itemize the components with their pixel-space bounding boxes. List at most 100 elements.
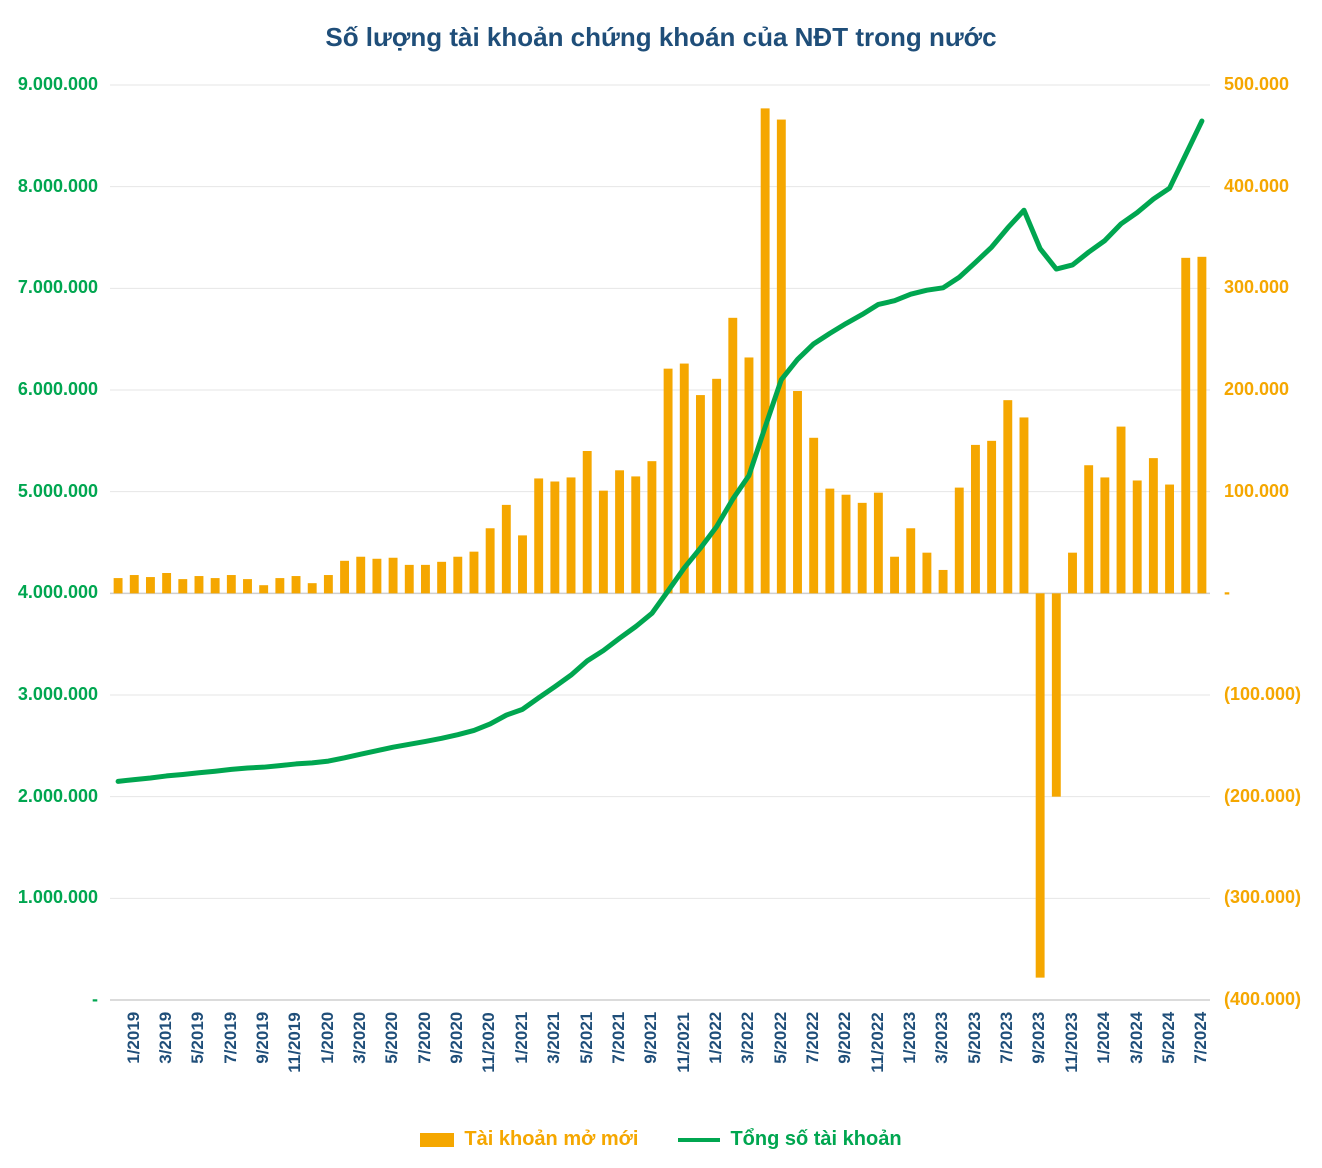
x-axis-tick-label: 5/2024 [1159,1012,1179,1075]
x-axis-tick-label: 1/2023 [900,1012,920,1075]
bar [631,476,640,593]
right-axis-tick-label: (200.000) [1224,786,1301,807]
bar [1197,257,1206,594]
bar [470,552,479,594]
left-axis-tick-label: - [92,989,98,1010]
bar [502,505,511,593]
x-axis-tick-label: 7/2020 [415,1012,435,1075]
bar [324,575,333,593]
bar [939,570,948,593]
bar [340,561,349,594]
bar [1117,427,1126,594]
bar [243,579,252,593]
left-axis-tick-label: 5.000.000 [18,481,98,502]
left-axis-tick-label: 6.000.000 [18,379,98,400]
x-axis-tick-label: 7/2021 [609,1012,629,1075]
x-axis-tick-label: 9/2022 [835,1012,855,1075]
legend: Tài khoản mở mới Tổng số tài khoản [0,1128,1322,1151]
right-axis-tick-label: 300.000 [1224,277,1289,298]
bar [356,557,365,594]
bar [793,391,802,593]
left-axis-tick-label: 2.000.000 [18,786,98,807]
bar [372,559,381,594]
bar [1003,400,1012,593]
bar [114,578,123,593]
x-axis-tick-label: 3/2021 [544,1012,564,1075]
right-axis-tick-label: (100.000) [1224,684,1301,705]
bar [211,578,220,593]
bar [922,553,931,594]
legend-swatch-bars [420,1133,454,1147]
legend-label-bars: Tài khoản mở mới [464,1128,638,1151]
chart-canvas [0,0,1322,1168]
x-axis-tick-label: 5/2019 [188,1012,208,1075]
bar [615,470,624,593]
bar [664,369,673,594]
bar [680,364,689,594]
bar [583,451,592,593]
bar [486,528,495,593]
legend-label-line: Tổng số tài khoản [730,1128,901,1151]
bar [130,575,139,593]
bar [518,535,527,593]
x-axis-tick-label: 5/2022 [771,1012,791,1075]
x-axis-tick-label: 3/2019 [156,1012,176,1075]
legend-item-line: Tổng số tài khoản [678,1128,901,1151]
right-axis-tick-label: 100.000 [1224,481,1289,502]
x-axis-tick-label: 11/2020 [479,1012,499,1086]
x-axis-tick-label: 5/2023 [965,1012,985,1075]
x-axis-tick-label: 5/2020 [382,1012,402,1075]
x-axis-tick-label: 11/2022 [868,1012,888,1086]
right-axis-tick-label: 200.000 [1224,379,1289,400]
bar [1149,458,1158,593]
bar [178,579,187,593]
bar [647,461,656,593]
bar [195,576,204,593]
bar [874,493,883,594]
bar [146,577,155,593]
x-axis-tick-label: 1/2024 [1094,1012,1114,1075]
x-axis-tick-label: 9/2019 [253,1012,273,1075]
bar [712,379,721,594]
x-axis-tick-label: 9/2020 [447,1012,467,1075]
x-axis-tick-label: 11/2019 [285,1012,305,1086]
bar [1100,477,1109,593]
chart-container: Số lượng tài khoản chứng khoán của NĐT t… [0,0,1322,1168]
right-axis-tick-label: 400.000 [1224,176,1289,197]
bar [761,108,770,593]
bar [567,477,576,593]
left-axis-tick-label: 9.000.000 [18,74,98,95]
x-axis-tick-label: 3/2023 [932,1012,952,1075]
right-axis-tick-label: 500.000 [1224,74,1289,95]
bar [1052,593,1061,796]
bar [858,503,867,593]
left-axis-tick-label: 3.000.000 [18,684,98,705]
bar [906,528,915,593]
bar [955,488,964,594]
bar [259,585,268,593]
bar [421,565,430,593]
right-axis-tick-label: - [1224,582,1230,603]
bar [728,318,737,594]
x-axis-tick-label: 7/2024 [1191,1012,1211,1075]
bar [1084,465,1093,593]
bar [1036,593,1045,977]
bar [308,583,317,593]
x-axis-tick-label: 3/2020 [350,1012,370,1075]
legend-swatch-line [678,1138,720,1142]
left-axis-tick-label: 8.000.000 [18,176,98,197]
bar [453,557,462,594]
bar [777,120,786,594]
bar [696,395,705,593]
bar [1020,417,1029,593]
left-axis-tick-label: 4.000.000 [18,582,98,603]
x-axis-tick-label: 9/2023 [1029,1012,1049,1075]
x-axis-tick-label: 1/2021 [512,1012,532,1075]
bar [1068,553,1077,594]
legend-item-bars: Tài khoản mở mới [420,1128,638,1151]
x-axis-tick-label: 1/2020 [318,1012,338,1075]
bar [227,575,236,593]
right-axis-tick-label: (400.000) [1224,989,1301,1010]
bar [842,495,851,594]
bar [890,557,899,594]
